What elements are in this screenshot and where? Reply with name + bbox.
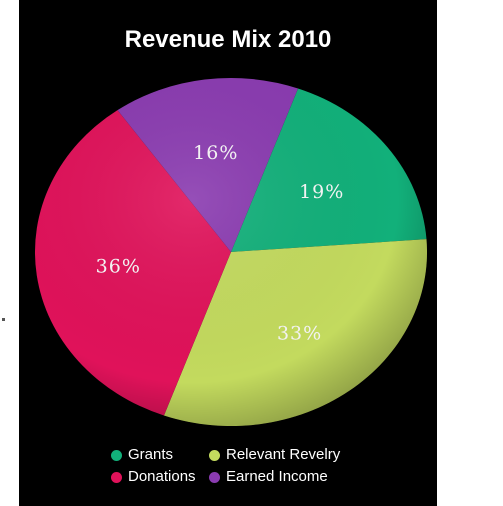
legend-swatch-grants bbox=[111, 449, 122, 461]
legend-label-donations: Donations bbox=[128, 468, 196, 485]
edge-mark bbox=[2, 318, 5, 321]
chart-panel: 19% 33% 36% 16% Revenue Mix 2010 Grants Rel… bbox=[19, 0, 437, 506]
legend-row: Donations Earned Income bbox=[111, 466, 340, 488]
legend-swatch-relevant-revelry bbox=[209, 449, 220, 461]
legend-item-earned-income: Earned Income bbox=[209, 466, 328, 488]
legend-item-grants: Grants bbox=[111, 444, 209, 466]
legend-item-donations: Donations bbox=[111, 466, 209, 488]
legend-label-grants: Grants bbox=[128, 446, 174, 463]
legend: Grants Relevant Revelry Donations Earned… bbox=[111, 444, 340, 488]
slice-label-grants: 19% bbox=[299, 181, 344, 203]
legend-item-relevant-revelry: Relevant Revelry bbox=[209, 444, 340, 466]
slice-label-earned-income: 16% bbox=[193, 142, 238, 164]
pie-shading bbox=[35, 78, 427, 426]
chart-title: Revenue Mix 2010 bbox=[124, 26, 332, 53]
slice-label-relevant-revelry: 33% bbox=[277, 323, 322, 345]
legend-row: Grants Relevant Revelry bbox=[111, 444, 340, 466]
legend-swatch-donations bbox=[111, 471, 122, 483]
pie-chart: 19% 33% 36% 16% bbox=[34, 77, 428, 427]
legend-label-earned-income: Earned Income bbox=[226, 468, 328, 485]
slice-label-donations: 36% bbox=[96, 256, 141, 278]
legend-label-relevant-revelry: Relevant Revelry bbox=[226, 446, 341, 463]
legend-swatch-earned-income bbox=[209, 471, 220, 483]
